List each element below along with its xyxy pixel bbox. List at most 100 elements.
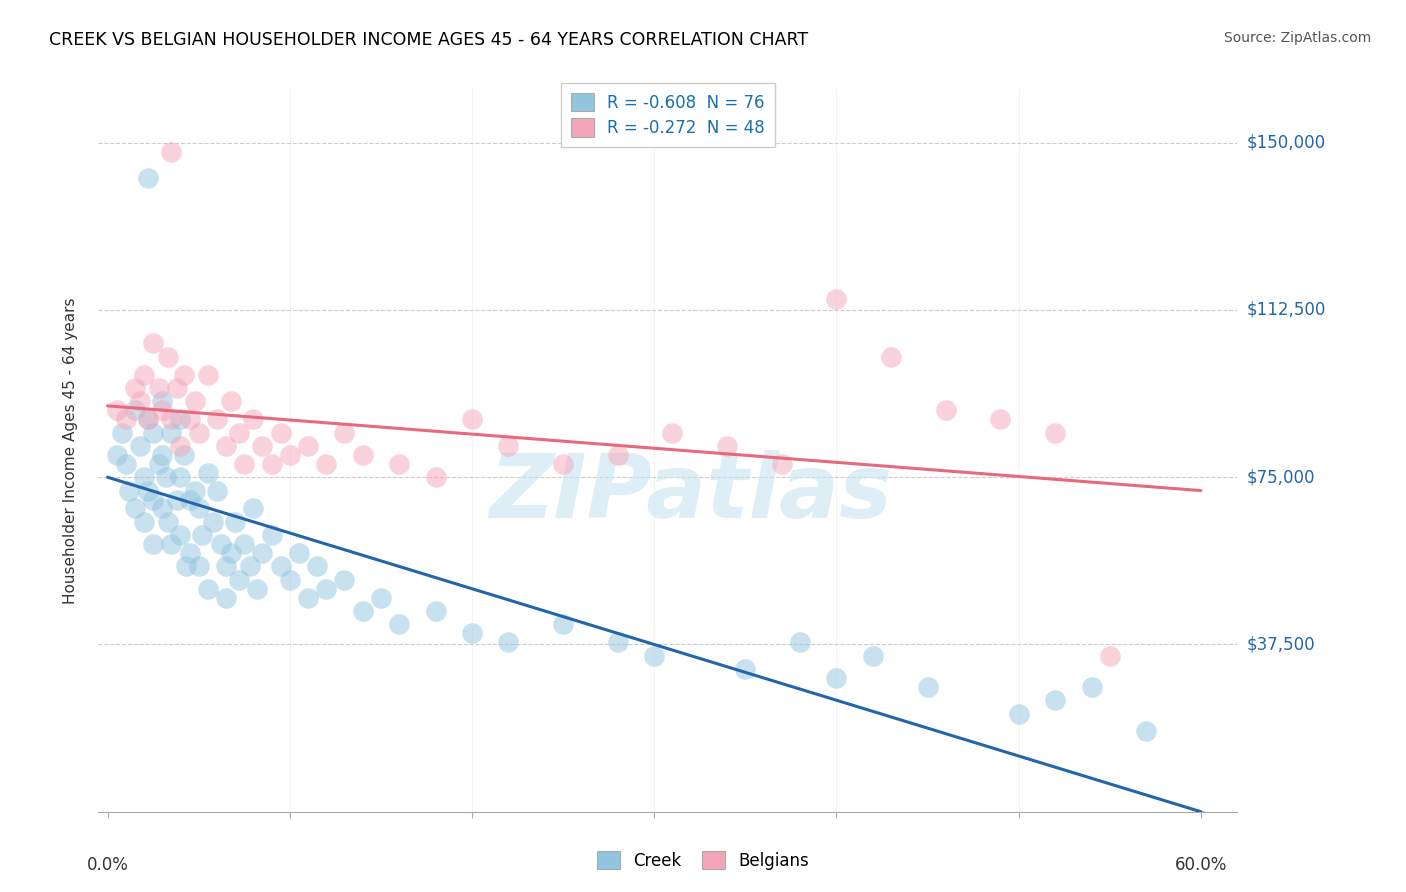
Point: [352, 448, 374, 462]
Point: [124, 381, 146, 395]
Point: [278, 573, 301, 587]
Point: [129, 439, 152, 453]
Text: ZIPatlas: ZIPatlas: [489, 450, 893, 537]
Point: [160, 145, 183, 159]
Point: [278, 448, 301, 462]
Point: [132, 368, 155, 382]
Point: [142, 425, 165, 440]
Point: [825, 671, 848, 685]
Point: [150, 448, 173, 462]
Point: [990, 412, 1012, 426]
Text: $75,000: $75,000: [1246, 468, 1315, 486]
Point: [209, 537, 232, 551]
Point: [105, 448, 128, 462]
Point: [1080, 680, 1102, 694]
Point: [315, 457, 337, 471]
Point: [228, 573, 250, 587]
Point: [270, 559, 292, 574]
Point: [142, 336, 165, 351]
Point: [734, 662, 756, 676]
Point: [142, 492, 165, 507]
Point: [215, 559, 238, 574]
Point: [136, 171, 159, 186]
Point: [118, 483, 141, 498]
Point: [142, 537, 165, 551]
Point: [221, 394, 243, 409]
Point: [124, 403, 146, 417]
Point: [111, 425, 134, 440]
Point: [166, 381, 188, 395]
Point: [150, 501, 173, 516]
Point: [129, 394, 152, 409]
Text: CREEK VS BELGIAN HOUSEHOLDER INCOME AGES 45 - 64 YEARS CORRELATION CHART: CREEK VS BELGIAN HOUSEHOLDER INCOME AGES…: [49, 31, 808, 49]
Point: [150, 403, 173, 417]
Point: [789, 635, 811, 649]
Point: [174, 559, 197, 574]
Point: [917, 680, 939, 694]
Point: [160, 425, 183, 440]
Point: [242, 412, 264, 426]
Point: [160, 537, 183, 551]
Legend: Creek, Belgians: Creek, Belgians: [591, 845, 815, 877]
Point: [179, 492, 201, 507]
Point: [461, 626, 484, 640]
Point: [297, 439, 319, 453]
Point: [228, 425, 250, 440]
Text: $37,500: $37,500: [1246, 635, 1315, 654]
Point: [661, 425, 683, 440]
Point: [260, 528, 283, 542]
Point: [551, 457, 574, 471]
Point: [205, 483, 228, 498]
Point: [260, 457, 283, 471]
Point: [935, 403, 957, 417]
Point: [315, 582, 337, 596]
Point: [114, 412, 136, 426]
Point: [136, 483, 159, 498]
Point: [221, 546, 243, 560]
Point: [148, 457, 170, 471]
Point: [239, 559, 262, 574]
Point: [187, 501, 209, 516]
Point: [880, 350, 903, 364]
Point: [825, 292, 848, 306]
Point: [388, 617, 411, 632]
Point: [233, 537, 256, 551]
Point: [191, 528, 214, 542]
Point: [169, 528, 191, 542]
Point: [184, 394, 207, 409]
Point: [187, 425, 209, 440]
Point: [150, 394, 173, 409]
Point: [205, 412, 228, 426]
Text: $150,000: $150,000: [1246, 134, 1326, 152]
Point: [173, 448, 195, 462]
Point: [252, 439, 274, 453]
Point: [169, 470, 191, 484]
Point: [1098, 648, 1121, 663]
Point: [184, 483, 207, 498]
Point: [132, 515, 155, 529]
Point: [333, 425, 356, 440]
Point: [197, 582, 219, 596]
Point: [498, 635, 520, 649]
Point: [124, 501, 146, 516]
Point: [288, 546, 311, 560]
Point: [179, 412, 201, 426]
Point: [370, 591, 392, 605]
Text: 60.0%: 60.0%: [1174, 856, 1227, 874]
Point: [461, 412, 484, 426]
Point: [173, 368, 195, 382]
Text: Source: ZipAtlas.com: Source: ZipAtlas.com: [1223, 31, 1371, 45]
Point: [425, 604, 447, 618]
Point: [156, 350, 179, 364]
Point: [270, 425, 292, 440]
Point: [156, 515, 179, 529]
Point: [155, 470, 177, 484]
Point: [643, 648, 665, 663]
Point: [333, 573, 356, 587]
Point: [551, 617, 574, 632]
Point: [187, 559, 209, 574]
Point: [179, 546, 201, 560]
Point: [136, 412, 159, 426]
Y-axis label: Householder Income Ages 45 - 64 years: Householder Income Ages 45 - 64 years: [63, 297, 77, 604]
Point: [169, 439, 191, 453]
